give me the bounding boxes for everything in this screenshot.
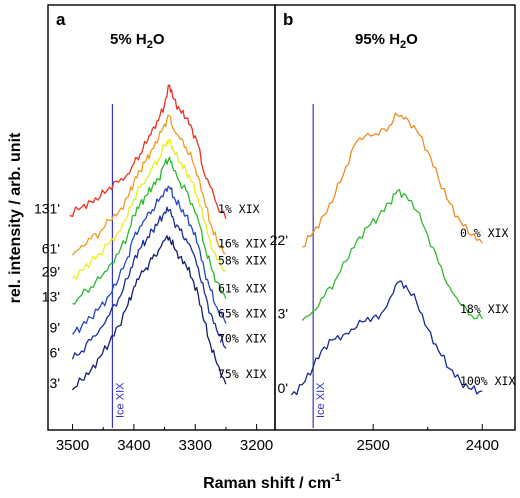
spectrum-line-29min: [72, 138, 227, 280]
panel-b-title-suffix: O: [406, 31, 418, 48]
x-axis-title-text: Raman shift / cm: [203, 475, 331, 492]
x-axis-title-superscript: -1: [331, 472, 341, 484]
ice-xix-reference-label: Ice XIX: [315, 382, 327, 418]
panel-a-letter: a: [56, 10, 66, 29]
time-label: 0': [278, 380, 288, 396]
xix-fraction-label: 61% XIX: [218, 282, 267, 296]
xix-fraction-label: 0 % XIX: [460, 226, 509, 240]
spectrum-line-131min: [69, 84, 227, 219]
spectrum-line-61min: [71, 114, 227, 256]
panel-a-plot-area: 3500 3400 3300 3200 Ice XIX 131' 1% XIX 61' 16% …: [34, 84, 273, 454]
spectrum-line-3min: [72, 235, 227, 391]
time-label: 29': [42, 264, 60, 280]
panel-a-title-sub: 2: [147, 39, 153, 51]
panel-a-title: 5% H2O: [110, 31, 165, 51]
x-axis-title: Raman shift / cm-1: [203, 472, 341, 492]
xix-fraction-label: 65% XIX: [218, 307, 267, 321]
xix-fraction-label: 100% XIX: [460, 374, 515, 388]
x-tick-label: 3400: [117, 437, 150, 454]
y-axis-title: rel. intensity / arb. unit: [7, 132, 24, 303]
xix-fraction-label: 75% XIX: [218, 367, 267, 381]
spectrum-line-13min: [72, 156, 227, 305]
time-label: 3': [278, 306, 288, 322]
panel-a: a 5% H2O 3500 3400 3300 3200 Ice XIX 131' 1% X…: [34, 4, 276, 454]
spectrum-line-6min: [71, 206, 227, 360]
time-label: 9': [50, 319, 60, 335]
panel-b-title-prefix: 95% H: [355, 31, 400, 48]
x-tick-label: 3300: [179, 437, 212, 454]
x-tick-label: 2400: [466, 437, 499, 454]
panel-b: b 95% H2O 2500 2400 Ice XIX 22' 0 % XIX 3' 18%…: [270, 4, 516, 454]
spectrum-line-3min: [301, 188, 483, 322]
panel-a-title-prefix: 5% H: [110, 31, 147, 48]
spectrum-line-0min: [290, 280, 483, 396]
time-label: 131': [34, 200, 60, 216]
panel-b-letter: b: [283, 10, 293, 29]
xix-fraction-label: 18% XIX: [460, 302, 509, 316]
xix-fraction-label: 1% XIX: [218, 202, 260, 216]
spectrum-line-22min: [302, 112, 483, 248]
spectrum-line-9min: [72, 185, 227, 335]
time-label: 61': [42, 240, 60, 256]
x-tick-label: 3500: [56, 437, 89, 454]
time-label: 6': [50, 344, 60, 360]
x-tick-label: 3200: [240, 437, 273, 454]
panel-b-title: 95% H2O: [355, 31, 418, 51]
x-tick-label: 2500: [356, 437, 389, 454]
ice-xix-reference-label: Ice XIX: [114, 382, 126, 418]
panel-b-frame: [274, 4, 516, 431]
panel-b-title-sub: 2: [400, 39, 406, 51]
xix-fraction-label: 58% XIX: [218, 253, 267, 267]
time-label: 3': [50, 375, 60, 391]
xix-fraction-label: 16% XIX: [218, 237, 267, 251]
time-label: 13': [42, 289, 60, 305]
xix-fraction-label: 70% XIX: [218, 331, 267, 345]
time-label: 22': [270, 232, 288, 248]
panel-a-title-suffix: O: [153, 31, 165, 48]
panel-b-plot-area: 2500 2400 Ice XIX 22' 0 % XIX 3' 18% XIX 0' 100%…: [270, 104, 515, 454]
